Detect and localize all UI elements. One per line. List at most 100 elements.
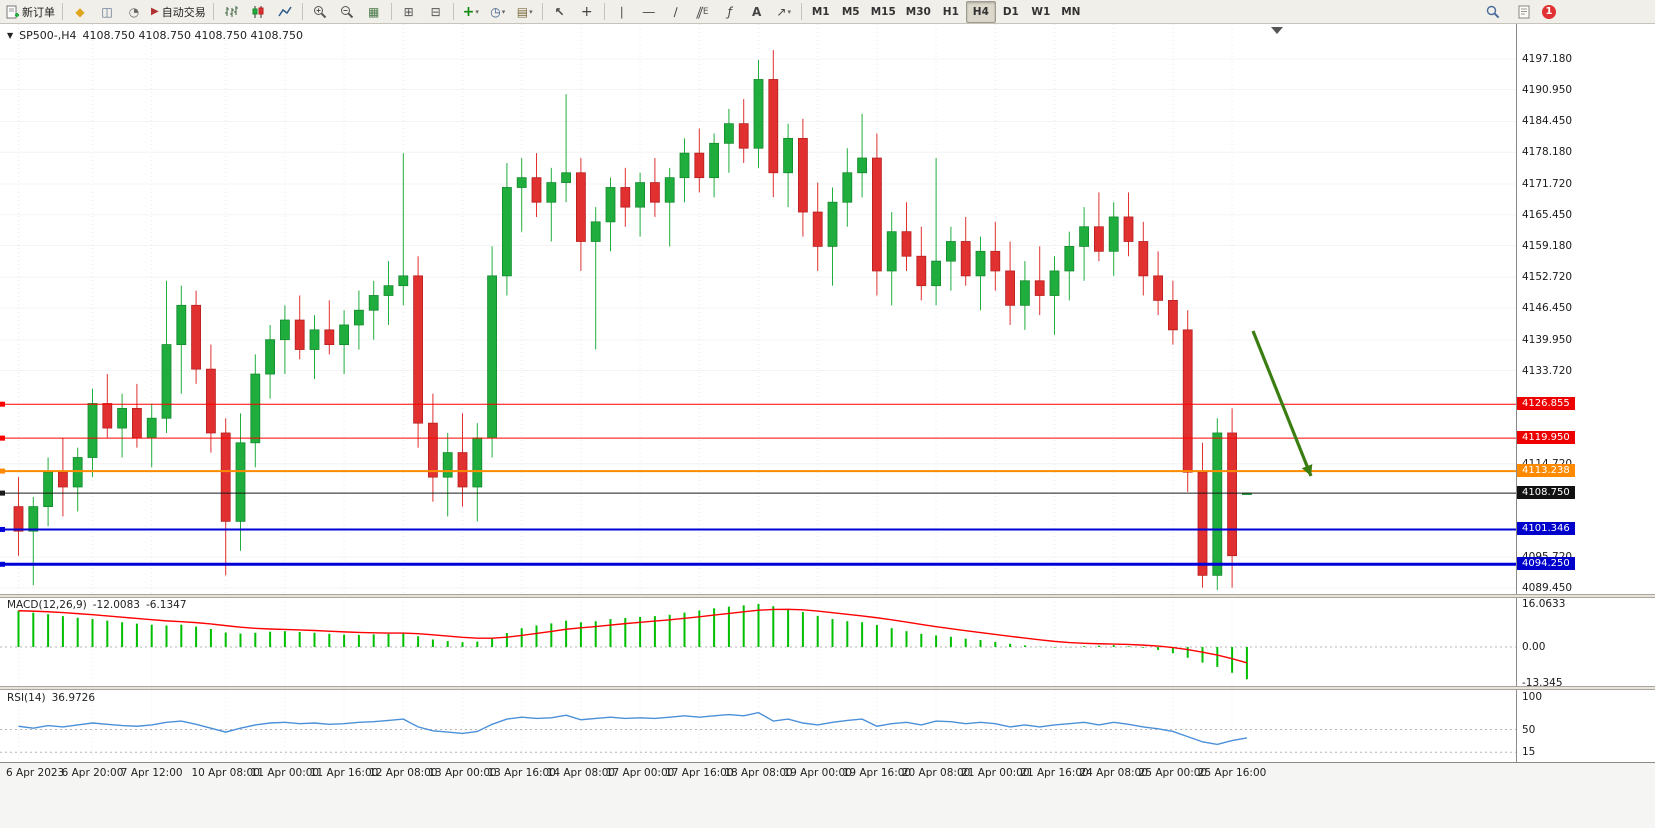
candle <box>501 187 512 277</box>
trendline-tool-button[interactable]: ∕ <box>663 2 689 22</box>
time-axis-label: 12 Apr 08:00 <box>369 767 438 779</box>
candle <box>561 172 571 183</box>
candle <box>457 452 468 488</box>
candle <box>724 123 734 144</box>
resistance-line-1-anchor[interactable] <box>0 401 5 407</box>
fibonacci-tool-button[interactable]: ƒ <box>717 2 743 22</box>
navigator-button[interactable]: ◔ <box>121 2 147 22</box>
timeframe-m5-button[interactable]: M5 <box>841 5 860 18</box>
arrow-object-icon: ↗ <box>776 4 787 19</box>
rsi-name: RSI(14) <box>7 692 46 704</box>
candle <box>146 417 157 439</box>
time-axis-label: 7 Apr 12:00 <box>120 767 183 779</box>
time-axis-label: 25 Apr 16:00 <box>1197 767 1267 779</box>
candle <box>857 157 867 174</box>
zoom-out-button[interactable] <box>334 2 360 22</box>
trend-arrow-head <box>1301 464 1313 476</box>
time-axis-label: 6 Apr 20:00 <box>61 767 124 779</box>
support-line-1-anchor[interactable] <box>0 526 5 532</box>
timeframe-h4-button[interactable]: H4 <box>965 0 996 23</box>
metaeditor-button[interactable]: ◆ <box>67 2 93 22</box>
new-order-button[interactable]: 新订单 <box>3 2 58 22</box>
pivot-line-orange-anchor[interactable] <box>0 468 5 474</box>
periods-button[interactable]: ◷ ▾ <box>485 2 511 22</box>
new-order-label: 新订单 <box>22 5 55 19</box>
macd-scale-label: 0.00 <box>1522 641 1546 653</box>
candle <box>620 187 631 208</box>
timeframe-w1-button[interactable]: W1 <box>1031 5 1051 18</box>
search-button[interactable] <box>1480 2 1506 22</box>
candle <box>738 123 749 149</box>
time-scale[interactable] <box>0 762 1655 828</box>
time-axis-label: 21 Apr 00:00 <box>961 767 1030 779</box>
timeframe-mn-button[interactable]: MN <box>1061 5 1081 18</box>
candle <box>43 471 53 508</box>
timeframe-m30-button[interactable]: M30 <box>905 5 931 18</box>
candle <box>546 182 557 203</box>
arrows-tool-button[interactable]: ↗ ▾ <box>771 2 797 22</box>
cursor-button[interactable]: ↖ <box>547 2 573 22</box>
candle <box>1212 432 1223 576</box>
text-tool-icon: A <box>752 4 762 19</box>
trendline-icon: ∕ <box>673 4 678 19</box>
panel-divider[interactable] <box>0 686 1655 690</box>
timeframe-m1-button[interactable]: M1 <box>811 5 830 18</box>
trend-arrow-annotation[interactable] <box>1251 330 1313 477</box>
macd-label: MACD(12,26,9) -12.0083 -6.1347 <box>7 599 187 611</box>
cascade-windows-button[interactable]: ⊟ <box>423 2 449 22</box>
main-chart-canvas[interactable] <box>0 24 1516 594</box>
one-click-trading-toggle-icon[interactable]: ▼ <box>7 31 14 40</box>
grid-button[interactable]: ▦ <box>361 2 387 22</box>
crosshair-button[interactable]: + <box>574 2 600 22</box>
current-price-line-anchor[interactable] <box>0 490 5 496</box>
macd-panel-canvas[interactable] <box>0 597 1516 687</box>
horizontal-line-icon: ― <box>642 4 655 19</box>
candle <box>442 452 453 478</box>
resistance-line-2-anchor[interactable] <box>0 435 5 441</box>
timeframe-d1-button[interactable]: D1 <box>1002 5 1019 18</box>
text-tool-button[interactable]: A <box>744 2 770 22</box>
cascade-windows-icon: ⊟ <box>430 4 441 19</box>
toolbar-separator <box>390 3 392 20</box>
price-axis-label: 4139.950 <box>1522 333 1573 346</box>
chevron-down-icon: ▾ <box>475 7 479 16</box>
candle <box>1138 241 1149 277</box>
channel-tool-button[interactable]: ∥ E <box>694 4 709 19</box>
rsi-panel-canvas[interactable] <box>0 690 1516 762</box>
candle <box>516 177 527 188</box>
candle <box>576 172 586 242</box>
timeframe-group: M1 M5 M15 M30 H1 H4 D1 W1 MN <box>806 0 1086 23</box>
indicators-button[interactable]: + ▾ <box>458 2 484 22</box>
macd-signal-value: -6.1347 <box>145 599 187 611</box>
tile-windows-button[interactable]: ⊞ <box>396 2 422 22</box>
candle <box>72 457 83 488</box>
price-scale[interactable] <box>1516 24 1655 762</box>
fibonacci-icon: ƒ <box>727 4 732 19</box>
toolbar-separator <box>603 3 605 20</box>
notification-badge[interactable]: 1 <box>1542 4 1556 19</box>
candle <box>427 422 438 478</box>
zoom-in-button[interactable] <box>307 2 333 22</box>
line-chart-button[interactable] <box>272 2 298 22</box>
chart-shift-marker[interactable] <box>1271 27 1283 34</box>
toolbar-separator <box>212 3 214 20</box>
candlestick-chart-icon <box>252 5 264 18</box>
timeframe-m15-button[interactable]: M15 <box>870 5 896 18</box>
autotrading-button[interactable]: ▶ 自动交易 <box>148 2 209 22</box>
candle <box>250 373 261 444</box>
panel-divider[interactable] <box>0 594 1655 598</box>
market-watch-button[interactable]: ◫ <box>94 2 120 22</box>
chevron-down-icon: ▾ <box>787 7 791 16</box>
market-watch-icon: ◫ <box>101 4 113 19</box>
vertical-line-tool-button[interactable]: ∣ <box>609 2 635 22</box>
candlestick-chart-button[interactable] <box>245 2 271 22</box>
news-button[interactable] <box>1511 2 1537 22</box>
candle <box>768 79 779 174</box>
timeframe-h1-button[interactable]: H1 <box>942 5 959 18</box>
templates-button[interactable]: ▤ ▾ <box>512 2 538 22</box>
time-axis-label: 11 Apr 00:00 <box>250 767 320 779</box>
bar-chart-button[interactable] <box>218 2 244 22</box>
support-line-2-anchor[interactable] <box>0 561 5 567</box>
horizontal-line-tool-button[interactable]: ― <box>636 2 662 22</box>
